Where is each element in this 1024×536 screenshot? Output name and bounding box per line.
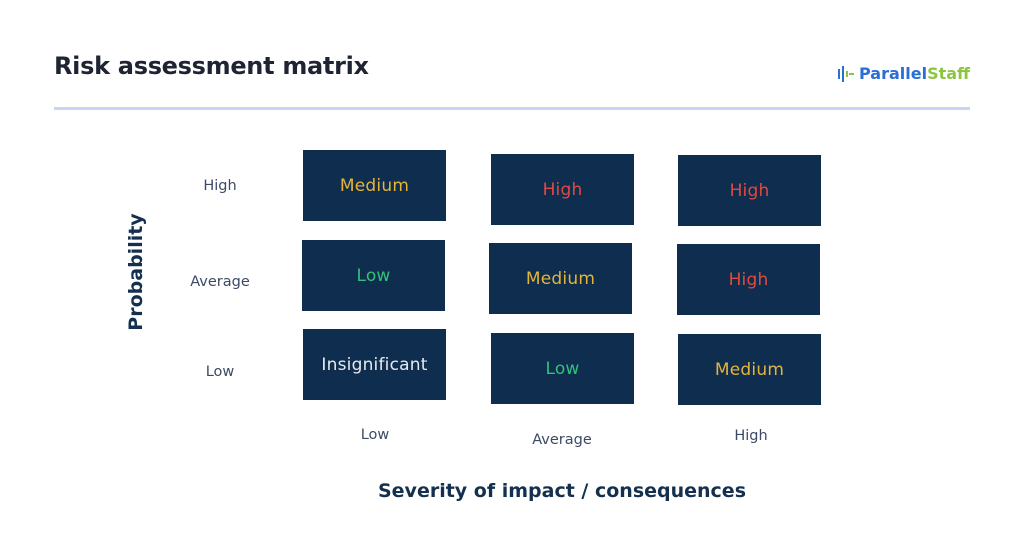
logo-text-parallel: Parallel [858, 64, 928, 83]
row-label-high: High [203, 178, 237, 194]
matrix-cell-insignificant: Insignificant [303, 329, 446, 400]
matrix-cell-high: High [491, 154, 634, 225]
matrix-cell-medium: Medium [678, 334, 821, 405]
logo-text-staff: Staff [927, 64, 970, 83]
col-label-average: Average [532, 432, 592, 448]
bars-logo-icon [837, 65, 854, 82]
row-label-low: Low [205, 364, 235, 380]
row-label-average: Average [190, 274, 250, 290]
parallelstaff-logo: Parallel Staff [837, 64, 970, 83]
matrix-cell-high: High [678, 155, 821, 226]
header-divider [54, 107, 970, 110]
matrix-cell-low: Low [302, 240, 445, 311]
matrix-cell-medium: Medium [303, 150, 446, 221]
x-axis-title: Severity of impact / consequences [377, 480, 747, 502]
matrix-cell-high: High [677, 244, 820, 315]
col-label-low: Low [360, 427, 390, 443]
matrix-cell-medium: Medium [489, 243, 632, 314]
col-label-high: High [734, 428, 768, 444]
page-title: Risk assessment matrix [54, 52, 369, 80]
matrix-cell-low: Low [491, 333, 634, 404]
y-axis-title: Probability [125, 213, 147, 331]
